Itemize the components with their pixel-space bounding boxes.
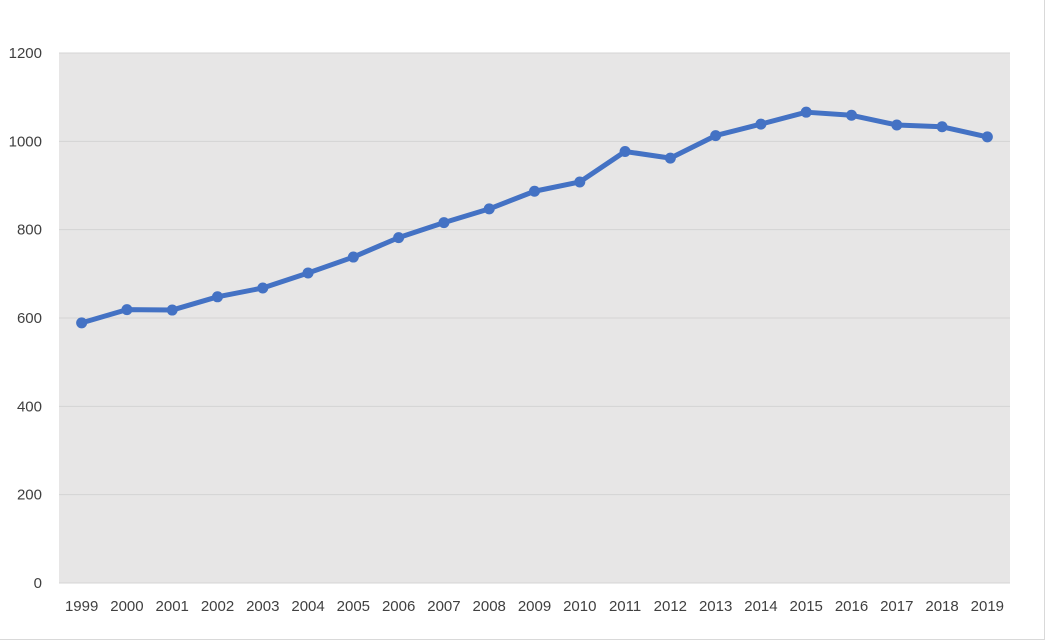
data-point <box>710 130 722 142</box>
x-tick-label: 2012 <box>654 598 687 615</box>
x-tick-label: 2016 <box>835 598 868 615</box>
y-tick-label: 1200 <box>9 45 42 62</box>
x-tick-label: 2008 <box>473 598 506 615</box>
data-point <box>846 109 857 121</box>
data-point <box>347 251 359 263</box>
x-tick-label: 2013 <box>699 598 732 615</box>
data-point <box>800 106 812 118</box>
data-point <box>619 145 631 157</box>
data-point <box>981 131 993 143</box>
x-tick-label: 2011 <box>609 598 641 615</box>
data-point <box>936 121 948 133</box>
data-point <box>574 176 586 188</box>
data-point <box>529 185 540 197</box>
y-tick-label: 400 <box>17 398 42 415</box>
data-point <box>483 203 495 215</box>
x-tick-label: 2017 <box>880 598 913 615</box>
data-point <box>664 152 676 164</box>
y-tick-label: 800 <box>17 222 42 239</box>
data-point <box>755 118 767 130</box>
y-tick-label: 200 <box>17 487 42 504</box>
x-tick-label: 2005 <box>337 598 370 615</box>
y-tick-label: 0 <box>34 575 42 592</box>
data-point <box>212 291 223 303</box>
x-tick-label: 2014 <box>744 598 777 615</box>
data-point <box>393 232 405 244</box>
y-axis: 0 200 400 600 800 1000 1200 <box>9 45 42 592</box>
x-tick-label: 2001 <box>156 598 189 615</box>
x-tick-label: 2002 <box>201 598 234 615</box>
x-tick-label: 2000 <box>110 598 143 615</box>
data-point <box>438 217 450 229</box>
x-tick-label: 1999 <box>65 598 98 615</box>
x-tick-label: 2009 <box>518 598 551 615</box>
data-point <box>166 304 178 316</box>
data-point <box>891 119 903 131</box>
x-tick-label: 2004 <box>291 598 324 615</box>
x-axis: 1999 2000 2001 2002 2003 2004 2005 2006 2007 2008… <box>65 598 1004 615</box>
data-point <box>302 267 314 279</box>
x-tick-label: 2018 <box>925 598 958 615</box>
series-layer <box>76 106 993 329</box>
y-tick-label: 1000 <box>9 133 42 150</box>
y-tick-label: 600 <box>17 310 42 327</box>
x-tick-label: 2019 <box>971 598 1004 615</box>
data-point <box>121 304 133 316</box>
x-tick-label: 2010 <box>563 598 596 615</box>
gridlines <box>59 52 1010 584</box>
x-tick-label: 2003 <box>246 598 279 615</box>
data-point <box>257 282 269 294</box>
x-tick-label: 2015 <box>790 598 823 615</box>
x-tick-label: 2006 <box>382 598 415 615</box>
data-point <box>76 317 88 329</box>
x-tick-label: 2007 <box>427 598 460 615</box>
